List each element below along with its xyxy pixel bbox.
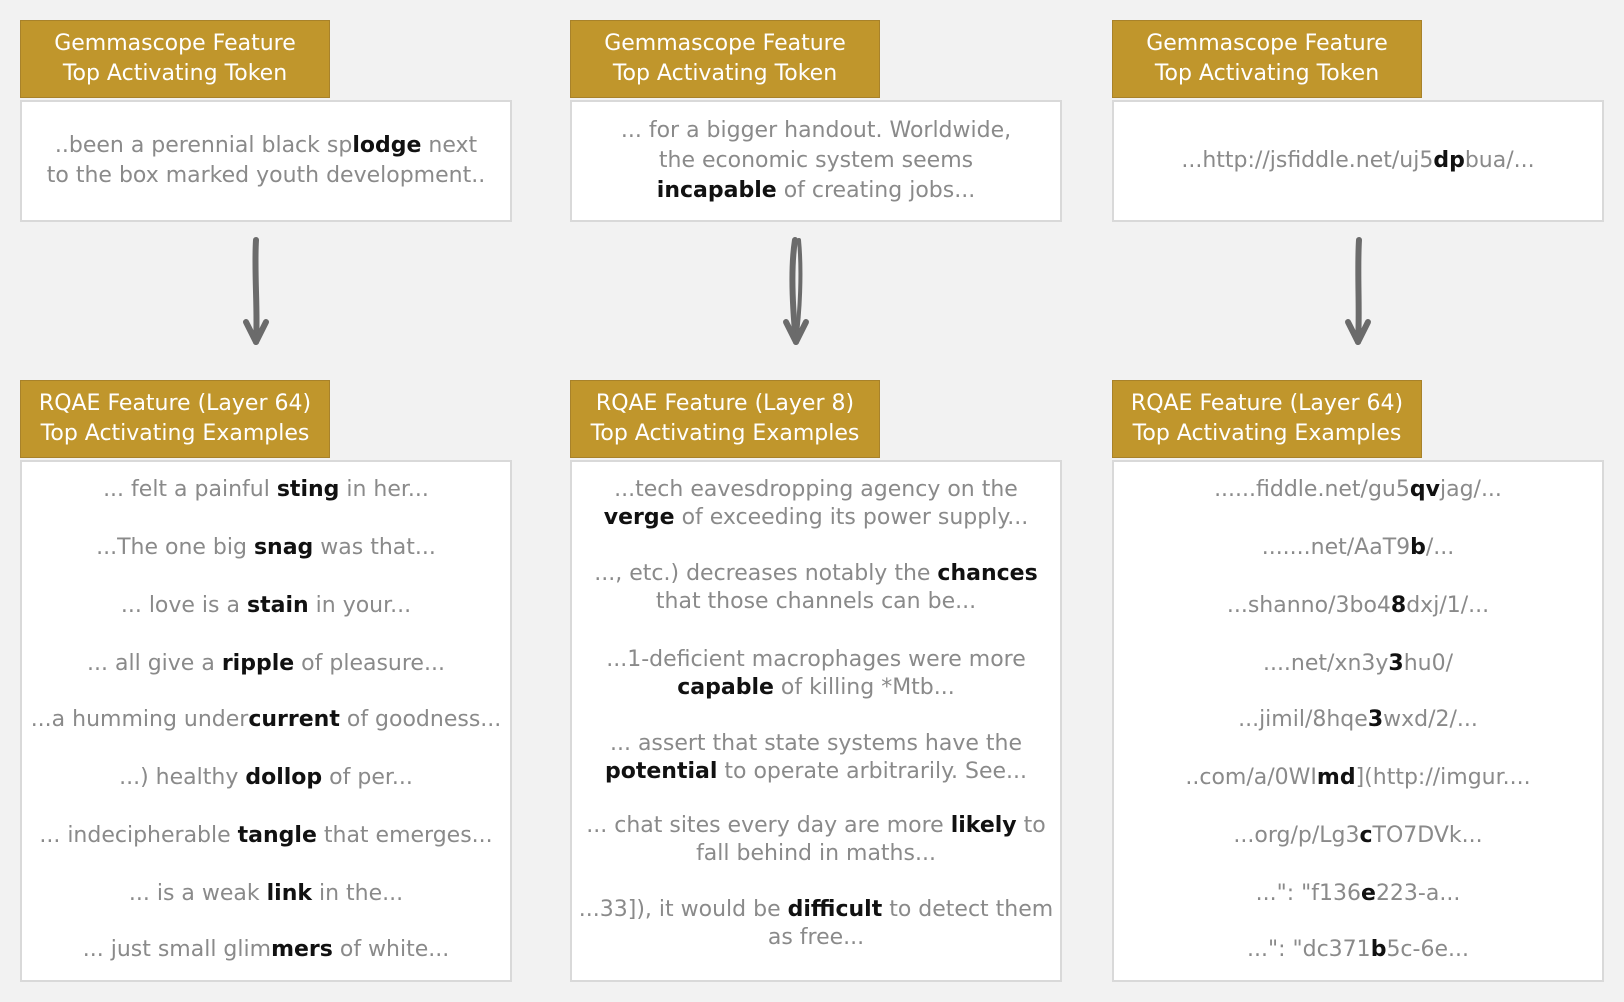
example-item: ...org/p/Lg3cTO7DVk...: [1233, 823, 1483, 848]
rqae-header: RQAE Feature (Layer 8) Top Activating Ex…: [570, 380, 880, 458]
down-arrow-icon: [783, 237, 809, 345]
rqae-header: RQAE Feature (Layer 64) Top Activating E…: [1112, 380, 1422, 458]
highlighted-token: dp: [1433, 148, 1465, 173]
example-item: ... assert that state systems have the p…: [604, 731, 1028, 784]
example-item: ..com/a/0WImd](http://imgur....: [1185, 765, 1531, 790]
top-token-box: ... for a bigger handout. Worldwide, the…: [570, 100, 1062, 222]
gemmascope-header: Gemmascope Feature Top Activating Token: [1112, 20, 1422, 98]
header-line-1: RQAE Feature (Layer 8): [595, 391, 855, 416]
rqae-header: RQAE Feature (Layer 64) Top Activating E…: [20, 380, 330, 458]
header-line-1: RQAE Feature (Layer 64): [1130, 391, 1404, 416]
header-line-1: RQAE Feature (Layer 64): [38, 391, 312, 416]
header-line-1: Gemmascope Feature: [1146, 31, 1388, 56]
top-token-box: ...http://jsfiddle.net/uj5dpbua/...: [1112, 100, 1604, 222]
example-item: ..., etc.) decreases notably the chances…: [594, 561, 1038, 614]
feature-column-2: Gemmascope Feature Top Activating Token …: [570, 0, 1062, 1002]
top-token-text: ..been a perennial black splodge next to…: [46, 133, 486, 188]
top-token-text: ...http://jsfiddle.net/uj5dpbua/...: [1181, 148, 1535, 173]
example-item: ... all give a ripple of pleasure...: [87, 651, 445, 676]
header-line-1: Gemmascope Feature: [604, 31, 846, 56]
example-item: ... indecipherable tangle that emerges..…: [39, 823, 493, 848]
example-item: ...jimil/8hqe3wxd/2/...: [1238, 707, 1478, 732]
example-item: ... love is a stain in your...: [120, 593, 412, 618]
example-item: ...": "f136e223-a...: [1255, 881, 1461, 906]
feature-column-3: Gemmascope Feature Top Activating Token …: [1112, 0, 1604, 1002]
header-line-2: Top Activating Examples: [1132, 421, 1402, 446]
example-item: ...1-deficient macrophages were more cap…: [606, 647, 1026, 700]
highlighted-token: lodge: [352, 133, 422, 158]
header-line-2: Top Activating Token: [612, 61, 838, 86]
example-item: ... felt a painful sting in her...: [103, 477, 429, 502]
top-token-text: ... for a bigger handout. Worldwide, the…: [620, 118, 1012, 203]
example-item: .......net/AaT9b/...: [1261, 535, 1455, 560]
example-item: ... chat sites every day are more likely…: [586, 813, 1046, 866]
gemmascope-header: Gemmascope Feature Top Activating Token: [20, 20, 330, 98]
header-line-2: Top Activating Token: [1154, 61, 1380, 86]
example-item: ... just small glimmers of white...: [82, 937, 450, 962]
header-line-2: Top Activating Examples: [40, 421, 310, 446]
example-item: ...a humming undercurrent of goodness...: [30, 707, 502, 732]
example-item: ... is a weak link in the...: [128, 881, 404, 906]
example-item: ...33]), it would be difficult to detect…: [578, 897, 1054, 950]
top-token-box: ..been a perennial black splodge next to…: [20, 100, 512, 222]
down-arrow-icon: [243, 237, 269, 345]
example-item: ...The one big snag was that...: [96, 535, 436, 560]
example-item: ...shanno/3bo48dxj/1/...: [1226, 593, 1490, 618]
header-line-2: Top Activating Token: [62, 61, 288, 86]
example-item: ....net/xn3y3hu0/: [1262, 651, 1454, 676]
example-item: ...": "dc371b5c-6e...: [1247, 937, 1469, 962]
highlighted-token: incapable: [656, 178, 777, 203]
down-arrow-icon: [1345, 237, 1371, 345]
example-item: ...) healthy dollop of per...: [119, 765, 413, 790]
feature-column-1: Gemmascope Feature Top Activating Token …: [20, 0, 512, 1002]
examples-box: ... felt a painful sting in her... ...Th…: [20, 460, 512, 982]
example-item: ......fiddle.net/gu5qvjag/...: [1214, 477, 1502, 502]
header-line-2: Top Activating Examples: [590, 421, 860, 446]
example-item: ...tech eavesdropping agency on the verg…: [603, 477, 1029, 530]
examples-box: ...tech eavesdropping agency on the verg…: [570, 460, 1062, 982]
header-line-1: Gemmascope Feature: [54, 31, 296, 56]
examples-box: ......fiddle.net/gu5qvjag/... .......net…: [1112, 460, 1604, 982]
gemmascope-header: Gemmascope Feature Top Activating Token: [570, 20, 880, 98]
